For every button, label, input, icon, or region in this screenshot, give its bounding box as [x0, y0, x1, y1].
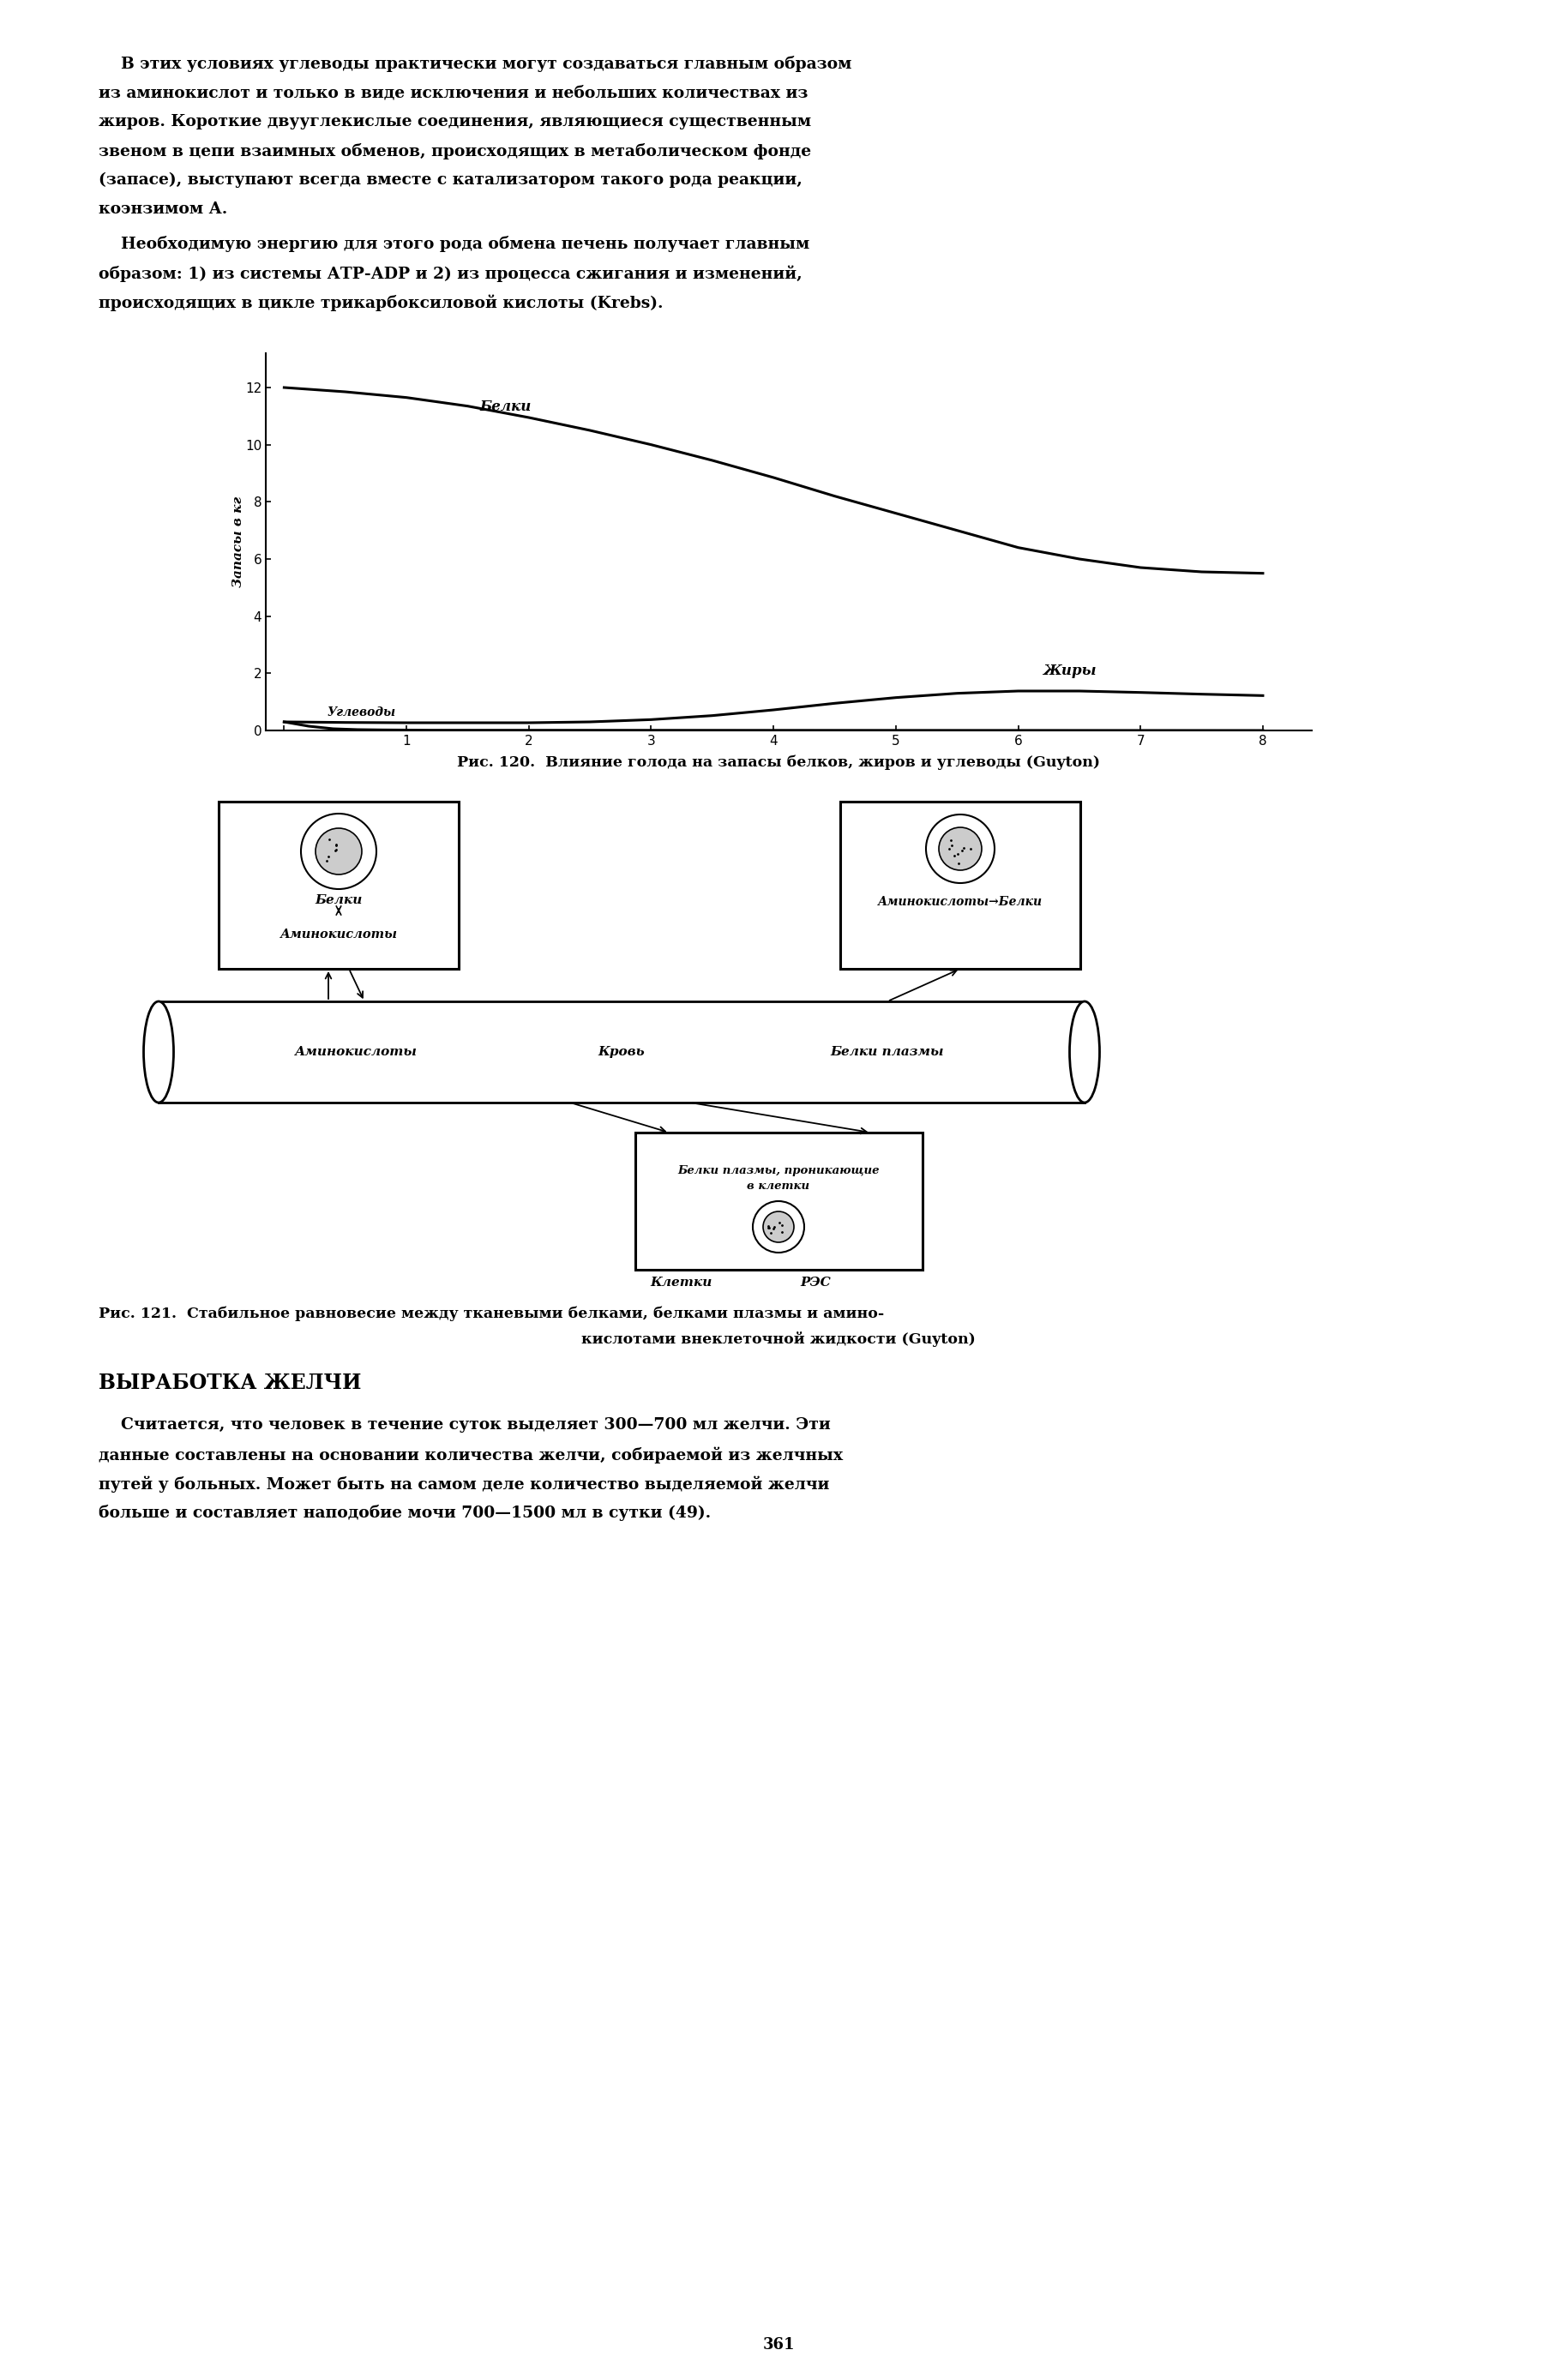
Bar [159, 1002, 1085, 1102]
Bar [841, 802, 1081, 969]
Text: Аминокислоты: Аминокислоты [280, 928, 397, 940]
Y-axis label: Запасы в кг: Запасы в кг [232, 497, 244, 588]
Text: 361: 361 [763, 2337, 794, 2351]
Text: больше и составляет наподобие мочи 700—1500 мл в сутки (49).: больше и составляет наподобие мочи 700—1… [98, 1504, 712, 1521]
Text: (запасе), выступают всегда вместе с катализатором такого рода реакции,: (запасе), выступают всегда вместе с ката… [98, 171, 802, 188]
Text: Аминокислоты→Белки: Аминокислоты→Белки [878, 895, 1043, 907]
Text: Аминокислоты: Аминокислоты [294, 1045, 417, 1059]
Bar [218, 802, 459, 969]
Circle shape [926, 814, 995, 883]
Text: Жиры: Жиры [1043, 664, 1096, 678]
Text: Белки: Белки [315, 895, 363, 907]
Text: Кровь: Кровь [598, 1045, 645, 1059]
Circle shape [763, 1211, 794, 1242]
Text: Рис. 120.  Влияние голода на запасы белков, жиров и углеводы (Guyton): Рис. 120. Влияние голода на запасы белко… [458, 754, 1099, 769]
Circle shape [752, 1202, 805, 1252]
Text: данные составлены на основании количества желчи, собираемой из желчных: данные составлены на основании количеств… [98, 1447, 842, 1464]
Circle shape [316, 828, 361, 873]
Text: коэнзимом А.: коэнзимом А. [98, 202, 227, 217]
Text: происходящих в цикле трикарбоксиловой кислоты (Krebs).: происходящих в цикле трикарбоксиловой ки… [98, 295, 663, 312]
Text: ВЫРАБОТКА ЖЕЛЧИ: ВЫРАБОТКА ЖЕЛЧИ [98, 1373, 361, 1392]
Ellipse shape [1070, 1002, 1099, 1102]
Circle shape [939, 828, 982, 871]
Circle shape [301, 814, 377, 890]
Text: образом: 1) из системы АТР-АDP и 2) из процесса сжигания и изменений,: образом: 1) из системы АТР-АDP и 2) из п… [98, 264, 802, 281]
Text: Необходимую энергию для этого рода обмена печень получает главным: Необходимую энергию для этого рода обмен… [98, 236, 810, 252]
Text: Рис. 121.  Стабильное равновесие между тканевыми белками, белками плазмы и амино: Рис. 121. Стабильное равновесие между тк… [98, 1307, 884, 1321]
Text: Углеводы: Углеводы [327, 707, 395, 719]
Text: Белки: Белки [480, 400, 531, 414]
Text: звеном в цепи взаимных обменов, происходящих в метаболическом фонде: звеном в цепи взаимных обменов, происход… [98, 143, 811, 159]
Text: В этих условиях углеводы практически могут создаваться главным образом: В этих условиях углеводы практически мог… [98, 55, 852, 71]
Text: кислотами внеклеточной жидкости (Guyton): кислотами внеклеточной жидкости (Guyton) [581, 1330, 976, 1347]
Text: жиров. Короткие двууглекислые соединения, являющиеся существенным: жиров. Короткие двууглекислые соединения… [98, 114, 811, 129]
Text: Белки плазмы, проникающие: Белки плазмы, проникающие [677, 1166, 880, 1176]
Text: Клетки: Клетки [651, 1276, 713, 1288]
Text: в клетки: в клетки [747, 1180, 810, 1192]
Ellipse shape [143, 1002, 174, 1102]
Text: РЭС: РЭС [800, 1276, 830, 1288]
Bar [635, 1133, 922, 1271]
Text: путей у больных. Может быть на самом деле количество выделяемой желчи: путей у больных. Может быть на самом дел… [98, 1476, 830, 1492]
Text: из аминокислот и только в виде исключения и небольших количествах из: из аминокислот и только в виде исключени… [98, 86, 808, 100]
Text: Белки плазмы: Белки плазмы [830, 1045, 944, 1059]
Text: Считается, что человек в течение суток выделяет 300—700 мл желчи. Эти: Считается, что человек в течение суток в… [98, 1416, 830, 1433]
